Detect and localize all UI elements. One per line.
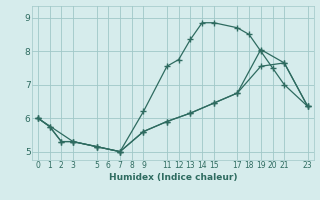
X-axis label: Humidex (Indice chaleur): Humidex (Indice chaleur) [108, 173, 237, 182]
